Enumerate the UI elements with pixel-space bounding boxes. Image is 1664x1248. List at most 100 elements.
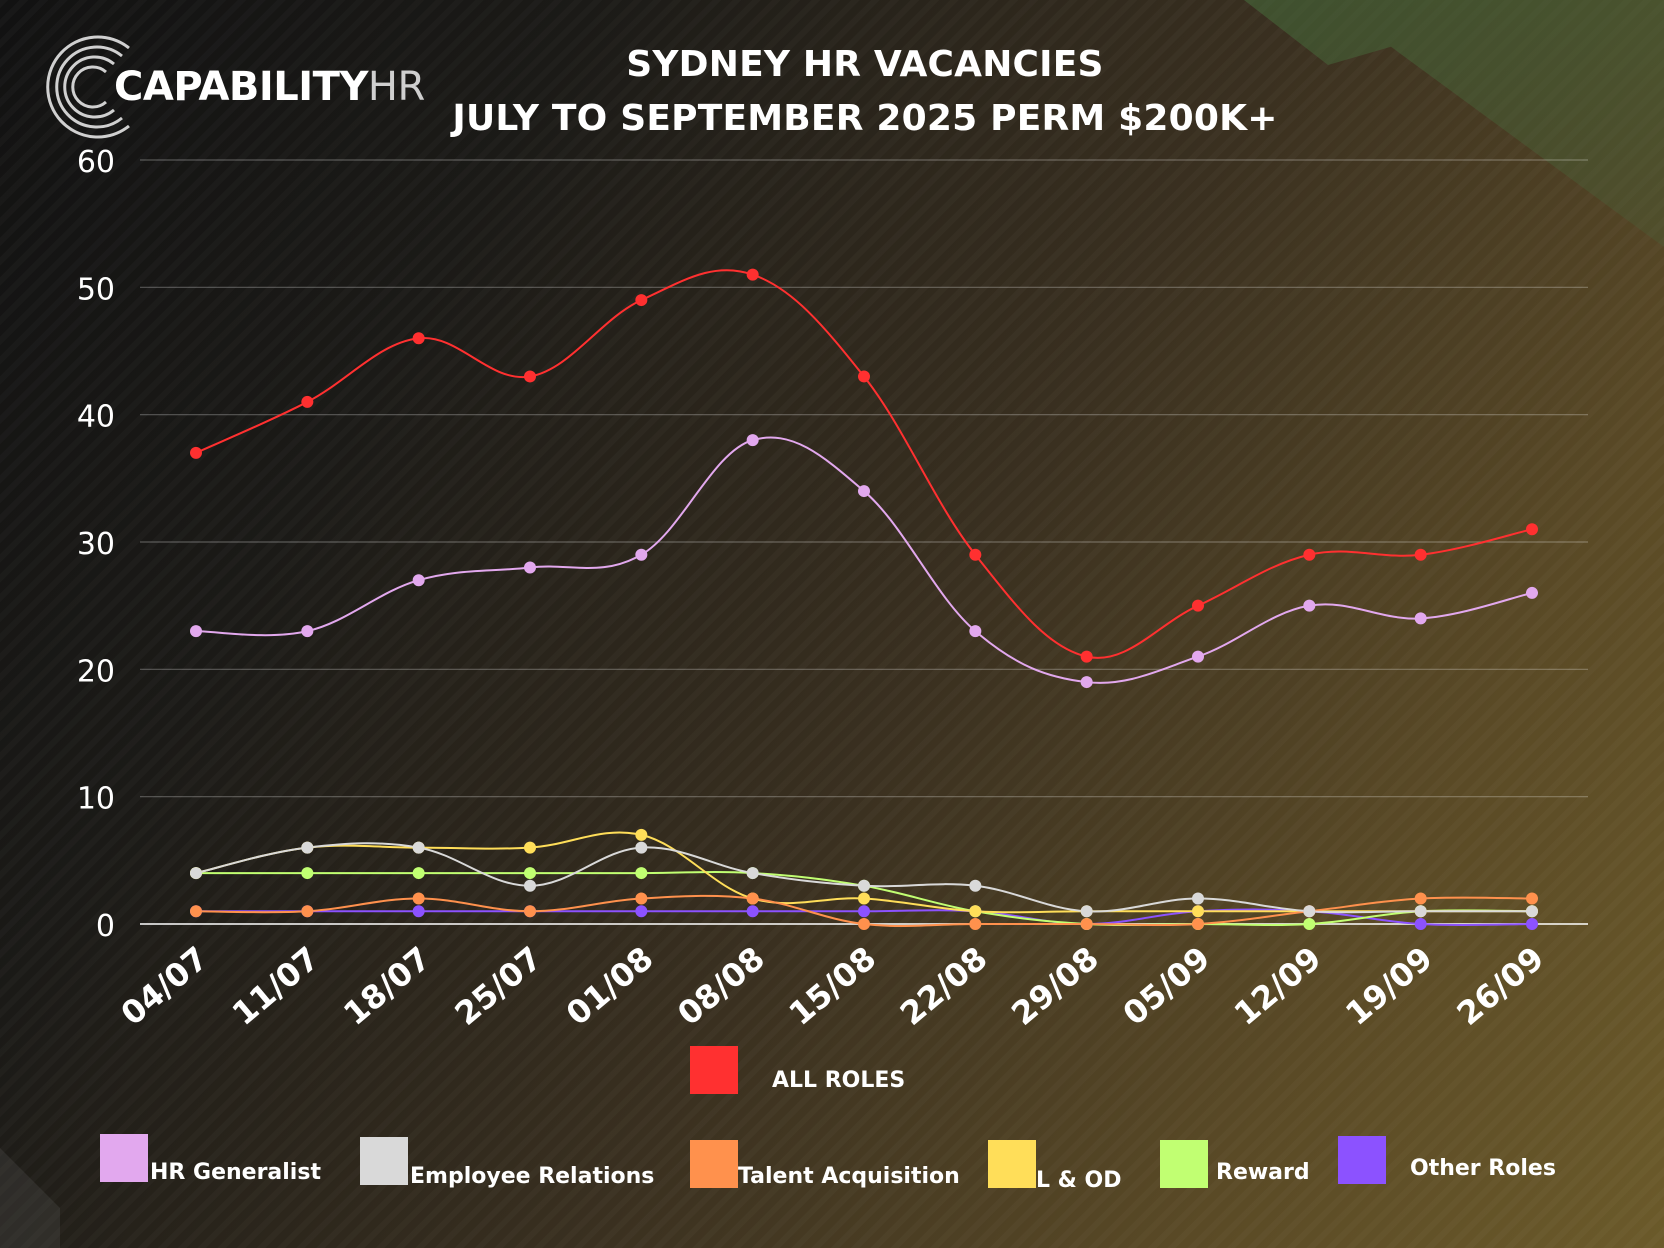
data-point — [1192, 905, 1204, 918]
data-point — [1080, 918, 1093, 930]
data-point — [969, 918, 982, 930]
series-lines — [195, 269, 1533, 928]
legend-swatch — [1160, 1140, 1208, 1188]
data-point — [746, 434, 759, 447]
data-point — [524, 867, 536, 880]
data-point — [635, 892, 648, 905]
data-point — [1526, 892, 1538, 905]
data-point — [412, 892, 425, 905]
y-tick-label: 30 — [77, 527, 115, 562]
y-tick-label: 50 — [77, 272, 115, 307]
x-tick-label: 15/08 — [782, 939, 884, 1033]
data-point — [301, 905, 314, 918]
data-point — [1080, 676, 1093, 689]
data-point — [1080, 905, 1093, 918]
legend-label: Talent Acquisition — [738, 1164, 960, 1189]
y-tick-label: 10 — [77, 782, 115, 817]
y-tick-label: 20 — [77, 654, 115, 689]
data-point — [969, 905, 982, 918]
data-point — [412, 841, 425, 854]
x-tick-label: 01/08 — [559, 939, 661, 1033]
data-point — [190, 446, 202, 459]
chart-title-block: SYDNEY HR VACANCIES JULY TO SEPTEMBER 20… — [350, 38, 1380, 146]
x-axis-ticks: 04/07 11/07 18/07 25/07 01/08 08/08 15/08 22/08… — [114, 939, 1552, 1033]
data-point — [1526, 523, 1538, 536]
data-point — [524, 879, 536, 892]
data-point — [1303, 918, 1316, 930]
data-point — [1303, 548, 1316, 561]
data-point — [412, 332, 425, 345]
data-point — [524, 561, 536, 574]
data-point — [1080, 650, 1093, 663]
data-point — [1526, 586, 1538, 599]
data-point — [969, 625, 982, 638]
data-point — [1303, 599, 1316, 612]
series-line — [195, 436, 1533, 684]
y-tick-label: 0 — [96, 909, 115, 944]
chart-grid — [140, 159, 1588, 925]
data-point — [635, 905, 648, 918]
data-point — [190, 625, 202, 638]
y-tick-label: 40 — [77, 400, 115, 435]
x-tick-label: 22/08 — [893, 939, 995, 1033]
data-point — [746, 268, 759, 281]
data-point — [1192, 650, 1204, 663]
x-tick-label: 29/08 — [1004, 939, 1106, 1033]
data-point — [635, 828, 648, 841]
logo-rings-icon — [46, 35, 130, 139]
data-point — [524, 370, 536, 383]
x-tick-label: 11/07 — [225, 939, 327, 1033]
data-point — [412, 905, 425, 918]
legend-swatch — [690, 1046, 738, 1094]
legend-label: ALL ROLES — [772, 1068, 906, 1093]
legend-swatch — [1338, 1136, 1386, 1184]
data-point — [1414, 918, 1427, 930]
data-point — [1414, 612, 1427, 625]
x-tick-label: 04/07 — [114, 939, 216, 1033]
data-point — [190, 867, 202, 880]
x-tick-label: 19/09 — [1338, 939, 1440, 1033]
x-tick-label: 08/08 — [670, 939, 772, 1033]
data-point — [190, 905, 202, 918]
data-point — [746, 892, 759, 905]
x-tick-label: 05/09 — [1116, 939, 1218, 1033]
legend-swatch — [690, 1140, 738, 1188]
data-point — [1526, 905, 1538, 918]
data-point — [301, 867, 314, 880]
chart-title: SYDNEY HR VACANCIES — [626, 44, 1104, 85]
data-point — [301, 395, 314, 408]
data-point — [1414, 905, 1427, 918]
data-point — [635, 841, 648, 854]
legend-label: Other Roles — [1410, 1156, 1556, 1181]
data-point — [301, 625, 314, 638]
data-point — [412, 867, 425, 880]
legend-label: Employee Relations — [410, 1164, 655, 1189]
data-point — [746, 867, 759, 880]
logo-text: CAPABILITYHR — [114, 64, 425, 110]
data-point — [412, 574, 425, 587]
chart-subtitle: JULY TO SEPTEMBER 2025 PERM $200K+ — [452, 98, 1278, 139]
data-point — [1192, 892, 1204, 905]
data-point — [635, 867, 648, 880]
series-points — [190, 268, 1538, 930]
data-point — [858, 905, 870, 918]
data-point — [1192, 918, 1204, 930]
x-tick-label: 26/09 — [1450, 939, 1552, 1033]
x-tick-label: 25/07 — [448, 939, 550, 1033]
y-tick-label: 60 — [77, 145, 115, 180]
data-point — [746, 905, 759, 918]
data-point — [635, 548, 648, 561]
legend-swatch — [988, 1140, 1036, 1188]
data-point — [858, 892, 870, 905]
legend-label: L & OD — [1036, 1168, 1122, 1193]
data-point — [858, 879, 870, 892]
data-point — [858, 918, 870, 930]
x-tick-label: 12/09 — [1227, 939, 1329, 1033]
data-point — [969, 548, 982, 561]
data-point — [1526, 918, 1538, 930]
legend-swatch — [360, 1137, 408, 1185]
data-point — [858, 370, 870, 383]
data-point — [1414, 892, 1427, 905]
x-tick-label: 18/07 — [336, 939, 438, 1033]
series-line — [195, 269, 1533, 659]
